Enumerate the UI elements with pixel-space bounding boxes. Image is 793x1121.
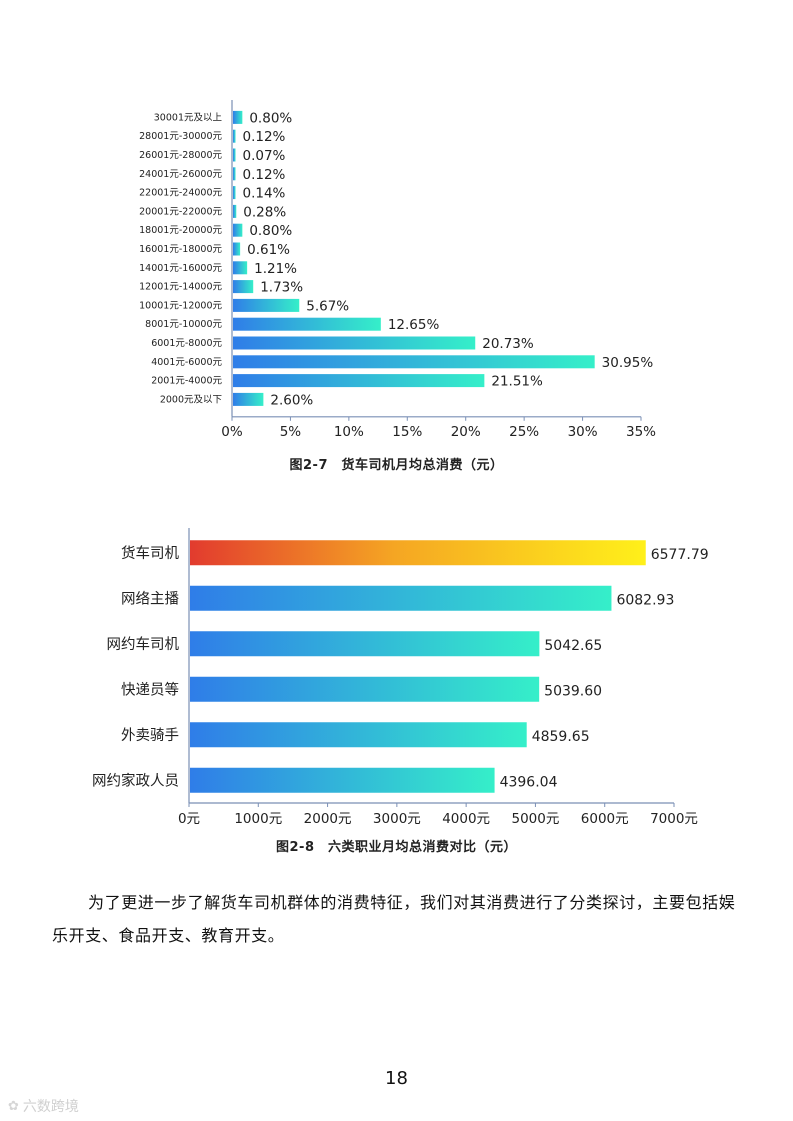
category-label-2: 网约车司机 xyxy=(107,636,180,653)
value-label-12: 20.73% xyxy=(482,336,534,352)
value-label-11: 12.65% xyxy=(388,317,440,333)
bar-7 xyxy=(233,242,241,256)
bar-2 xyxy=(233,148,236,162)
x-tick-label-0: 0元 xyxy=(178,811,200,827)
bar-15 xyxy=(233,392,264,406)
page-number: 18 xyxy=(385,1068,408,1089)
value-label-10: 5.67% xyxy=(306,298,349,314)
occupation-consumption-chart: 货车司机 6577.79 网络主播 6082.93 网约车司机 5042.65 快递员等 50… xyxy=(92,528,709,827)
category-label-8: 14001元-16000元 xyxy=(139,263,222,274)
category-label-10: 10001元-12000元 xyxy=(139,300,222,311)
x-tick-label-7: 35% xyxy=(626,424,656,440)
bar-6 xyxy=(233,223,243,237)
category-label-0: 货车司机 xyxy=(121,545,179,562)
value-label-7: 0.61% xyxy=(247,242,290,258)
category-label-9: 12001元-14000元 xyxy=(139,282,222,293)
x-tick-label-4: 20% xyxy=(451,424,481,440)
watermark-text: 六数跨境 xyxy=(22,1099,79,1115)
value-label-8: 1.21% xyxy=(254,261,297,277)
x-tick-label-6: 6000元 xyxy=(581,811,629,827)
category-label-2: 26001元-28000元 xyxy=(139,150,222,161)
figure-caption-2-8: 图2-8 六类职业月均总消费对比（元） xyxy=(276,840,517,855)
bar-12 xyxy=(233,336,476,350)
category-label-4: 22001元-24000元 xyxy=(139,188,222,199)
value-label-2: 5042.65 xyxy=(544,638,602,654)
bar-4 xyxy=(233,186,236,200)
figure-caption-2-7: 图2-7 货车司机月均总消费（元） xyxy=(289,458,504,473)
value-label-6: 0.80% xyxy=(249,223,292,239)
value-label-1: 6082.93 xyxy=(616,592,674,608)
category-label-1: 网络主播 xyxy=(121,590,179,607)
x-tick-label-2: 10% xyxy=(334,424,364,440)
category-label-14: 2001元-4000元 xyxy=(151,376,222,387)
value-label-2: 0.07% xyxy=(243,148,286,164)
value-label-13: 30.95% xyxy=(602,355,654,371)
value-label-4: 0.14% xyxy=(243,186,286,202)
x-tick-label-2: 2000元 xyxy=(304,811,352,827)
value-label-1: 0.12% xyxy=(243,129,286,145)
x-tick-label-3: 15% xyxy=(392,424,422,440)
value-label-14: 21.51% xyxy=(491,374,543,390)
category-label-3: 24001元-26000元 xyxy=(139,169,222,180)
bar-10 xyxy=(233,298,300,312)
value-label-4: 4859.65 xyxy=(532,729,590,745)
watermark: ✿ 六数跨境 xyxy=(8,1096,79,1116)
bar-11 xyxy=(233,317,381,331)
value-label-3: 0.12% xyxy=(243,167,286,183)
bar-3 xyxy=(233,167,236,181)
value-label-3: 5039.60 xyxy=(544,683,602,699)
bar-0 xyxy=(190,540,646,566)
bar-14 xyxy=(233,374,485,388)
category-label-7: 16001元-18000元 xyxy=(139,244,222,255)
category-label-0: 30001元及以上 xyxy=(154,112,223,123)
category-label-6: 18001元-20000元 xyxy=(139,225,222,236)
watermark-logo-icon: ✿ xyxy=(8,1098,19,1114)
category-label-5: 网约家政人员 xyxy=(92,772,179,789)
bar-1 xyxy=(190,585,612,611)
category-label-3: 快递员等 xyxy=(121,680,179,698)
value-label-0: 0.80% xyxy=(249,110,292,126)
value-label-15: 2.60% xyxy=(270,392,313,408)
category-label-13: 4001元-6000元 xyxy=(151,357,222,368)
bar-8 xyxy=(233,261,248,275)
x-tick-label-5: 5000元 xyxy=(511,811,559,827)
bar-9 xyxy=(233,280,254,294)
bar-3 xyxy=(190,676,540,702)
value-label-5: 4396.04 xyxy=(500,774,558,790)
category-label-12: 6001元-8000元 xyxy=(151,338,222,349)
value-label-0: 6577.79 xyxy=(651,547,709,563)
bar-2 xyxy=(190,631,540,657)
x-tick-label-5: 25% xyxy=(509,424,539,440)
consumption-distribution-chart: 30001元及以上 0.80% 28001元-30000元 0.12% 26001元-2… xyxy=(139,100,656,440)
bar-0 xyxy=(233,110,243,124)
category-label-1: 28001元-30000元 xyxy=(139,131,222,142)
x-tick-label-0: 0% xyxy=(221,424,243,440)
x-tick-label-7: 7000元 xyxy=(650,811,698,827)
bar-5 xyxy=(190,767,495,793)
value-label-9: 1.73% xyxy=(260,280,303,296)
category-label-11: 8001元-10000元 xyxy=(145,319,222,330)
body-paragraph: 为了更进一步了解货车司机群体的消费特征，我们对其消费进行了分类探讨，主要包括娱乐… xyxy=(52,893,736,945)
x-tick-label-4: 4000元 xyxy=(442,811,490,827)
value-label-5: 0.28% xyxy=(243,204,286,220)
bar-1 xyxy=(233,129,236,143)
bar-5 xyxy=(233,204,237,218)
category-label-5: 20001元-22000元 xyxy=(139,206,222,217)
x-tick-label-3: 3000元 xyxy=(373,811,421,827)
category-label-4: 外卖骑手 xyxy=(121,727,179,744)
category-label-15: 2000元及以下 xyxy=(160,394,222,405)
bar-13 xyxy=(233,355,595,369)
bar-4 xyxy=(190,722,527,748)
x-tick-label-1: 5% xyxy=(280,424,302,440)
x-tick-label-6: 30% xyxy=(568,424,598,440)
x-tick-label-1: 1000元 xyxy=(234,811,282,827)
